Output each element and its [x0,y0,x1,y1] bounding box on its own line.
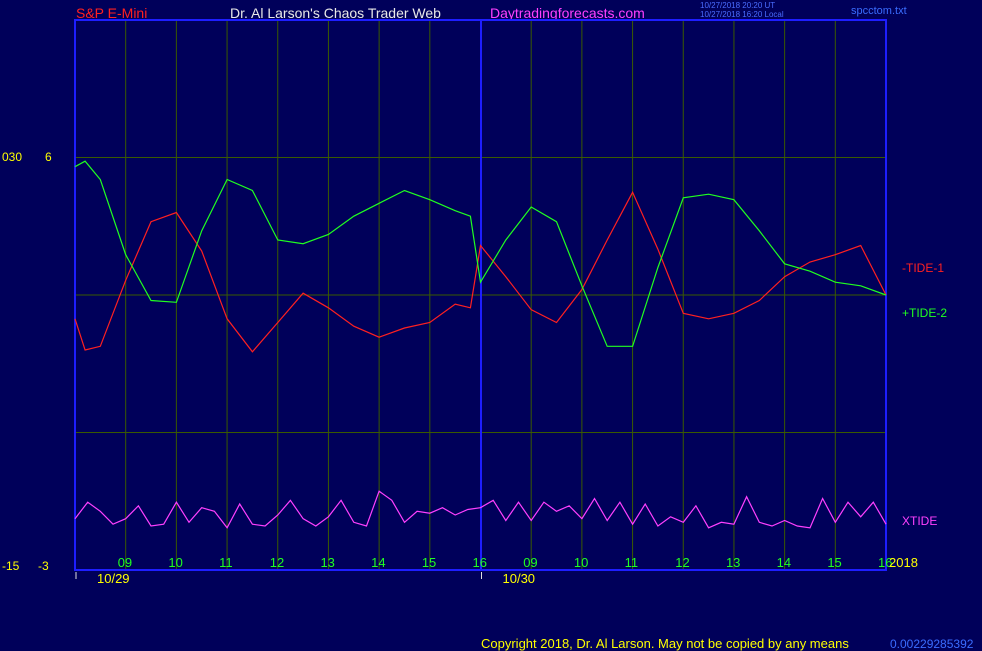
hour-label: 14 [371,555,385,570]
year-label: 2018 [889,555,918,570]
hour-label: 15 [422,555,436,570]
page-title: Dr. Al Larson's Chaos Trader Web [230,5,441,21]
y-axis-label-outer: 030 [2,150,22,164]
hour-label: 10 [574,555,588,570]
hour-label: 09 [118,555,132,570]
timestamp-ut: 10/27/2018 20:20 UT [700,1,776,10]
legend-label-tide2: +TIDE-2 [902,306,947,320]
site-link[interactable]: Daytradingforecasts.com [490,5,645,21]
y-axis-label-inner: -3 [38,559,49,573]
timestamp-local: 10/27/2018 16:20 Local [700,10,784,19]
y-axis-label-inner: 6 [45,150,52,164]
hour-label: 16 [878,555,892,570]
hour-label: 12 [270,555,284,570]
hour-label: 16 [473,555,487,570]
symbol-label: S&P E-Mini [76,5,148,21]
legend-label-tide1: -TIDE-1 [902,261,944,275]
hour-label: 15 [827,555,841,570]
copyright-notice: Copyright 2018, Dr. Al Larson. May not b… [481,636,849,651]
footer-code: 0.00229285392 [890,637,974,651]
hour-label: 14 [777,555,791,570]
hour-label: 11 [625,555,639,570]
date-label: 10/29 [97,571,130,586]
file-name: spcctom.txt [851,5,907,17]
legend-label-xtide: XTIDE [902,514,937,528]
hour-label: 12 [675,555,689,570]
tide2-line [74,160,887,347]
hour-label: 10 [168,555,182,570]
tide1-line [74,190,887,353]
chart-grid [75,20,886,570]
y-axis-label-outer: -15 [2,559,20,573]
hour-label: 13 [320,555,334,570]
hour-label: 11 [219,555,233,570]
date-label: 10/30 [503,571,536,586]
xtide-line [74,490,887,529]
hour-label: 13 [726,555,740,570]
hour-label: 09 [523,555,537,570]
